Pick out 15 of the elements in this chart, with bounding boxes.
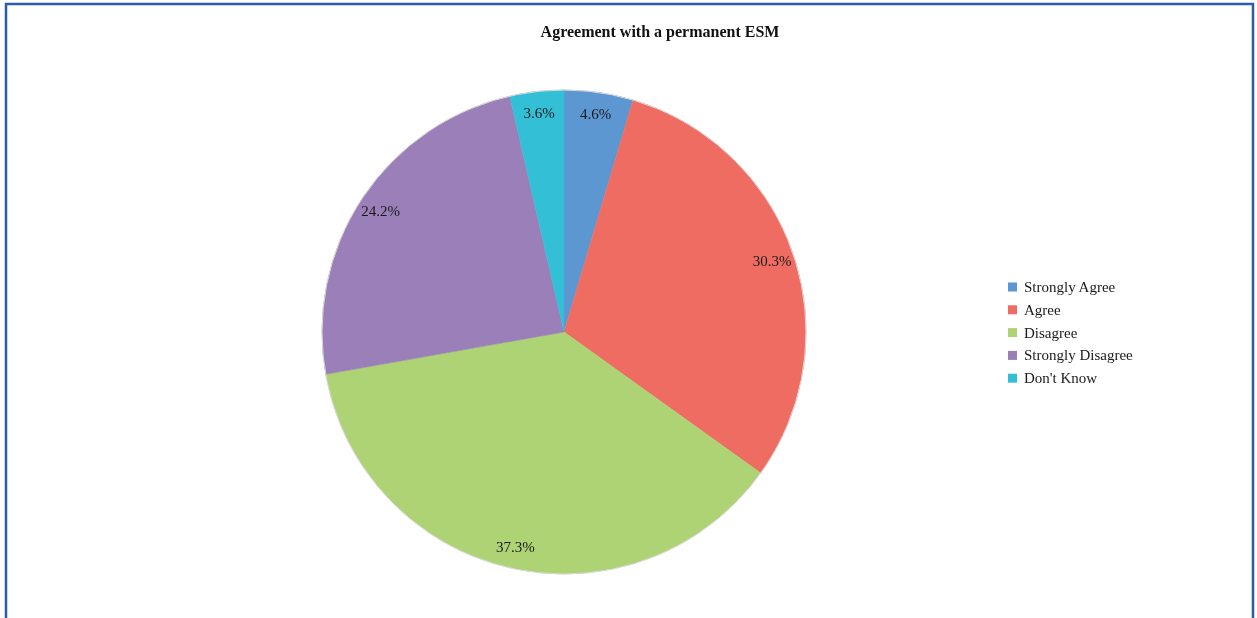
pie-slice [325, 331, 761, 575]
chart-title: Agreement with a permanent ESM [540, 23, 780, 41]
data-label: 24.2% [361, 202, 400, 219]
legend-label: Strongly Disagree [1024, 347, 1134, 364]
legend-label: Don't Know [1024, 370, 1098, 387]
legend-label: Disagree [1024, 324, 1078, 341]
data-label: 4.6% [580, 106, 612, 123]
data-label: 30.3% [752, 252, 792, 269]
legend-label: Agree [1024, 301, 1061, 318]
pie-slice [322, 95, 565, 375]
data-label: 3.6% [523, 105, 555, 122]
legend-label: Strongly Agree [1024, 279, 1116, 295]
pie-slice [563, 99, 807, 474]
data-label: 37.3% [495, 538, 535, 555]
pie-slice [509, 89, 565, 333]
